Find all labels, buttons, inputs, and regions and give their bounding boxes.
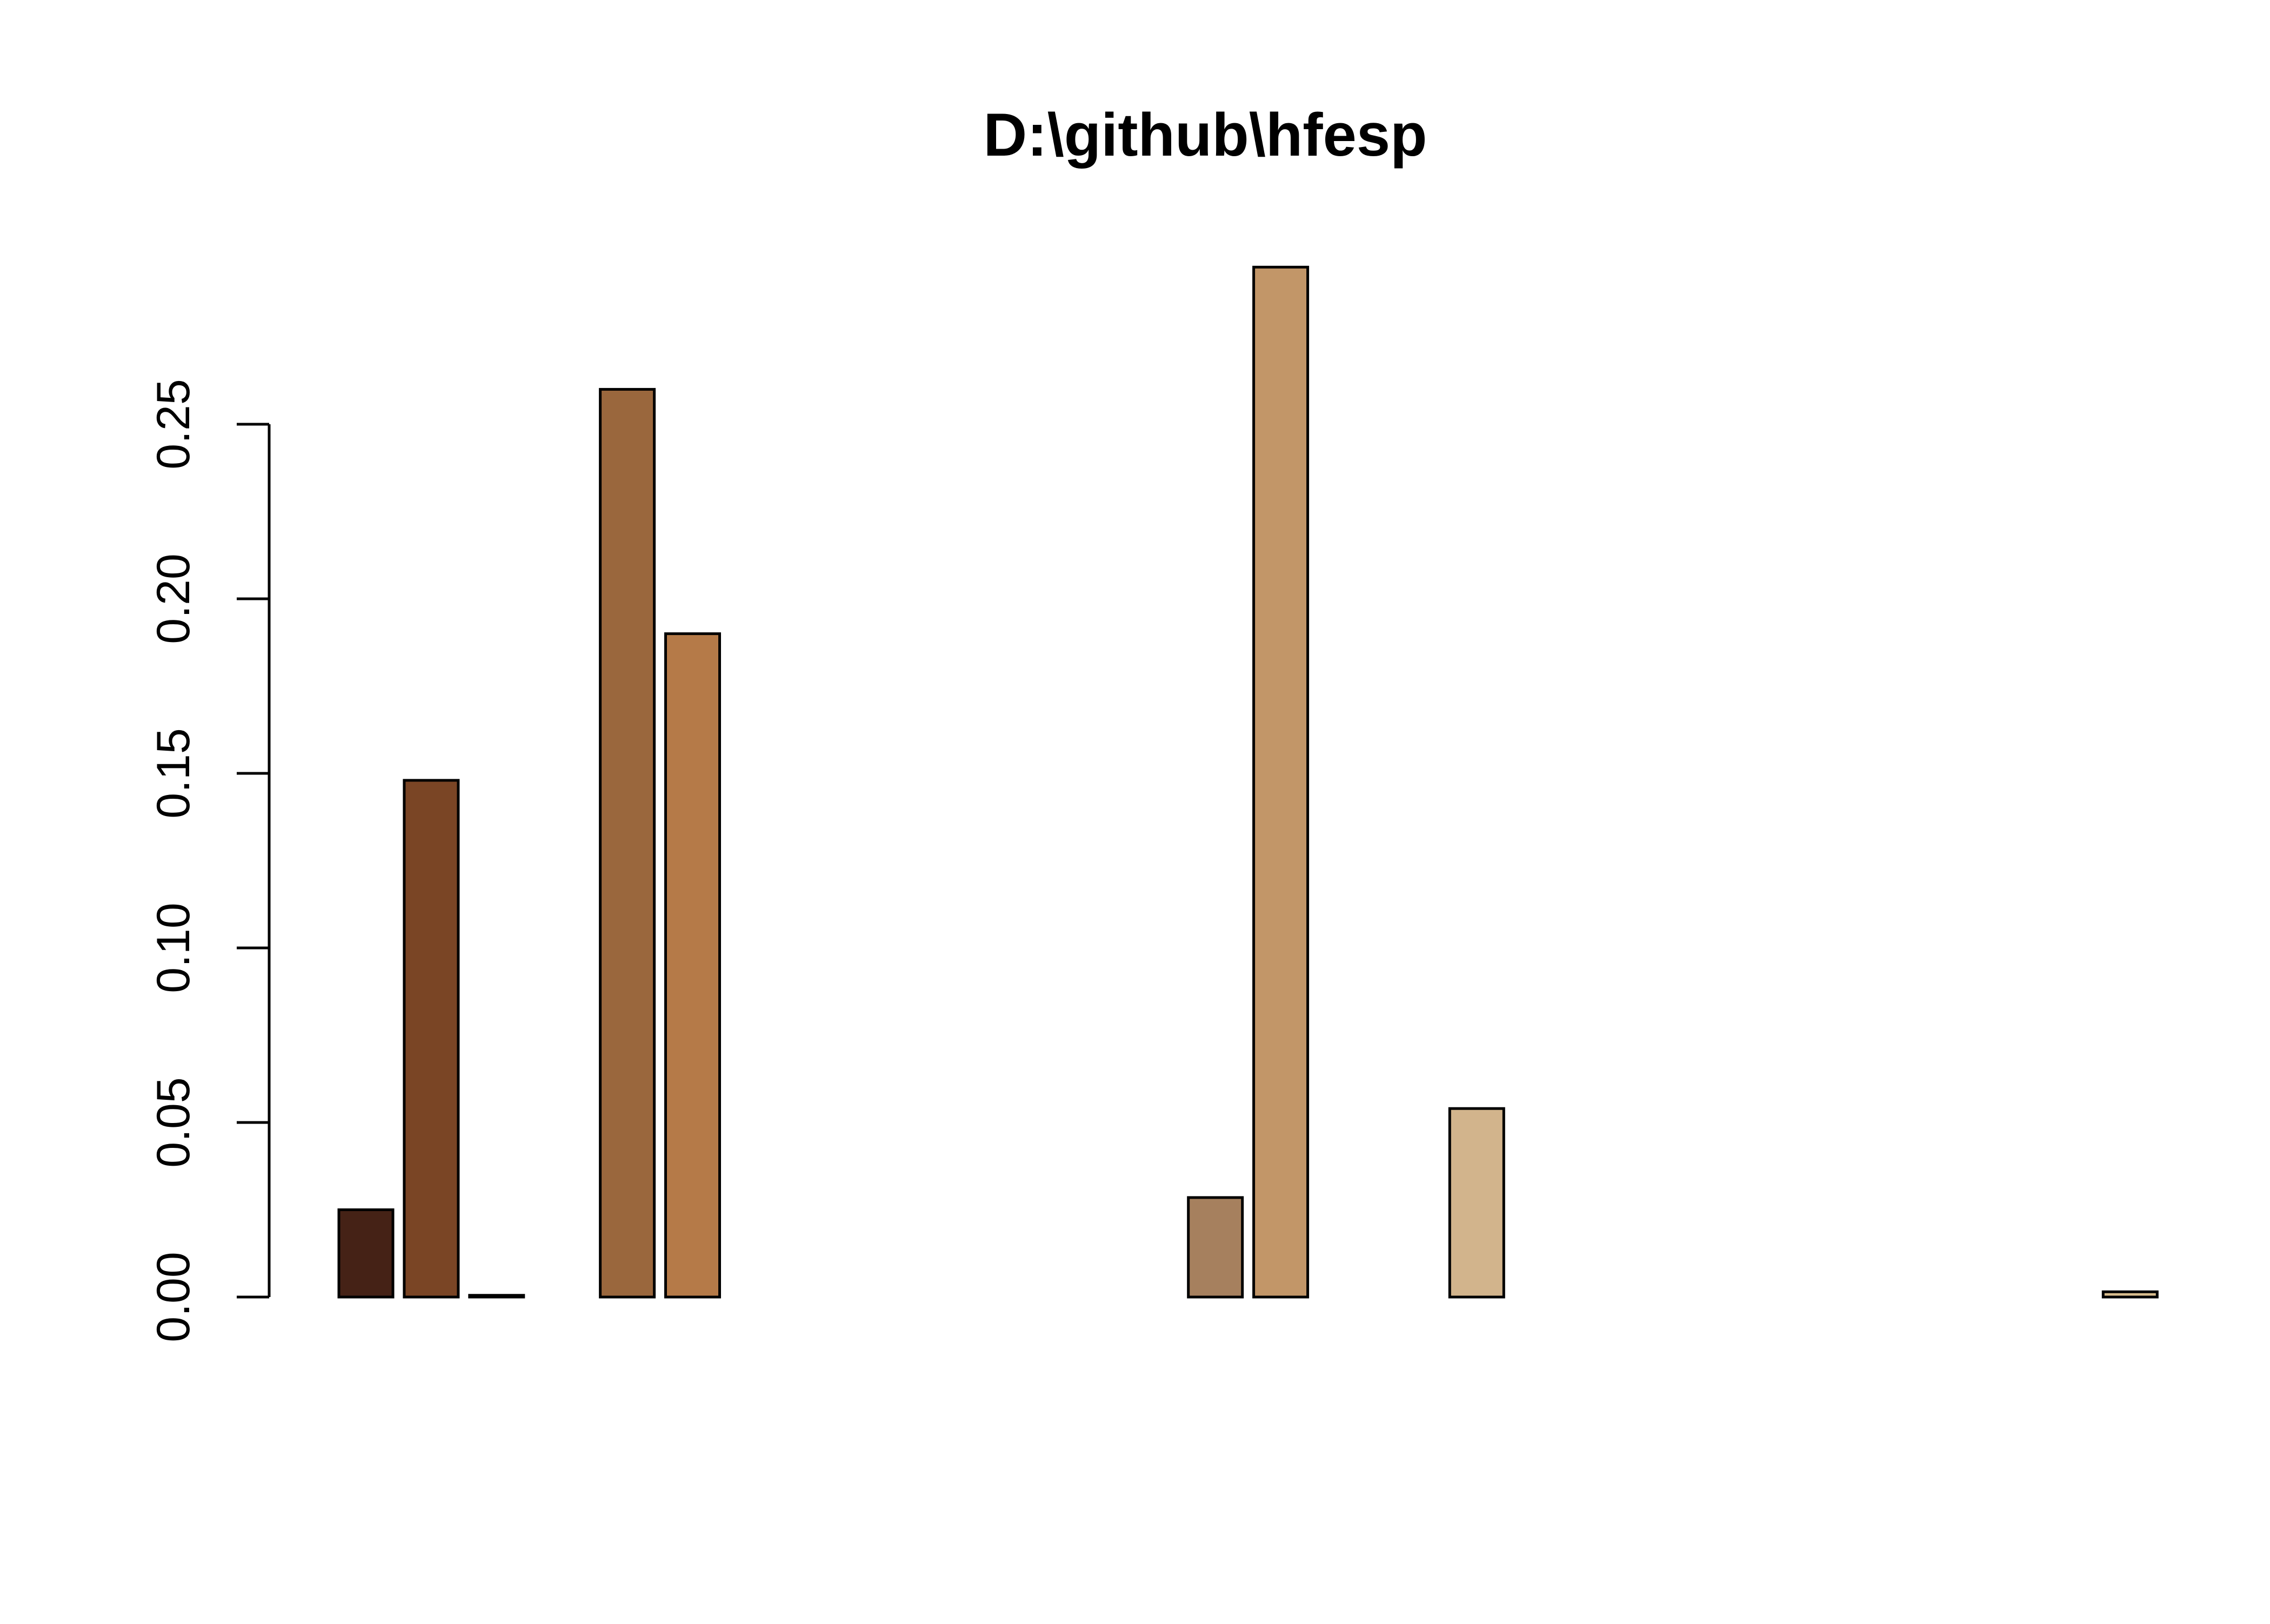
- bar: [2101, 1290, 2159, 1299]
- bars-group: [337, 265, 2159, 1299]
- bar: [403, 779, 460, 1299]
- chart-title: D:\github\hfesp: [983, 101, 1427, 169]
- bar: [337, 1208, 395, 1299]
- bar: [1252, 265, 1310, 1299]
- y-tick-label: 0.00: [148, 1252, 199, 1342]
- bar: [1448, 1107, 1505, 1299]
- bar: [599, 387, 656, 1299]
- y-tick-label: 0.20: [148, 553, 199, 644]
- y-axis: 0.00 0.05 0.10 0.15 0.20 0.25: [148, 379, 271, 1342]
- bar: [664, 632, 721, 1299]
- y-tick-label: 0.15: [148, 728, 199, 818]
- y-tick-label: 0.25: [148, 379, 199, 469]
- bar: [1187, 1196, 1244, 1299]
- y-tick-label: 0.05: [148, 1077, 199, 1167]
- bar: [468, 1294, 525, 1299]
- y-tick-label: 0.10: [148, 903, 199, 993]
